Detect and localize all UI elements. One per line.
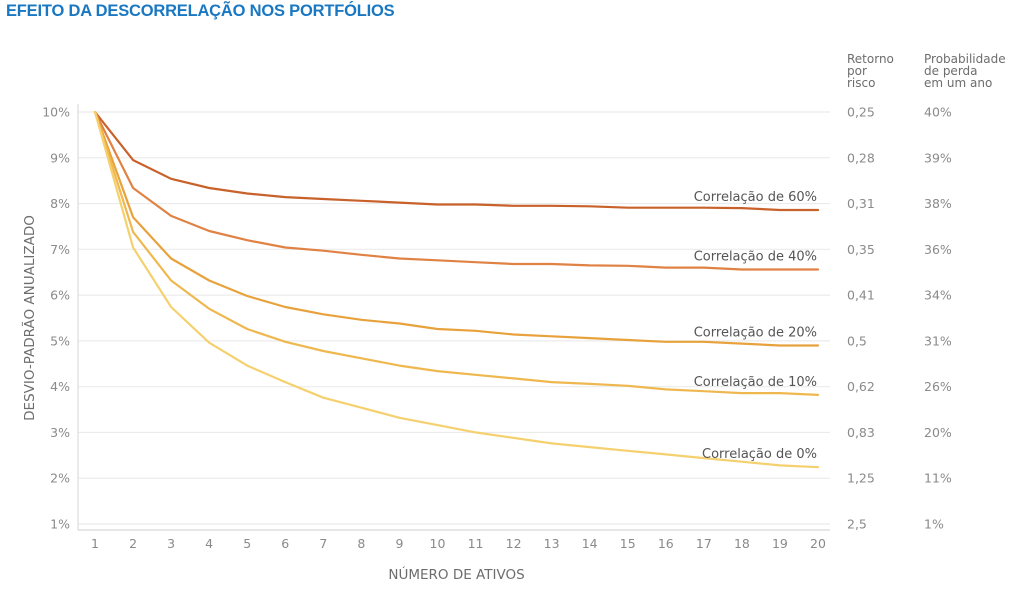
x-tick-label: 6: [281, 536, 289, 551]
secondary-tick-label: 26%: [924, 379, 952, 394]
secondary-tick-label: 20%: [924, 425, 952, 440]
series-label: Correlação de 20%: [694, 325, 817, 340]
series-line-1: [93, 110, 820, 271]
secondary-tick-label: 40%: [924, 105, 952, 120]
series-line-2: [93, 110, 820, 347]
x-tick-label: 9: [395, 536, 403, 551]
series-lines: [93, 110, 820, 469]
series-label: Correlação de 40%: [694, 249, 817, 264]
secondary-tick-label: 31%: [924, 333, 952, 348]
gridlines: [78, 111, 830, 525]
secondary-axis-header: em um ano: [924, 76, 992, 90]
y-tick-label: 2%: [50, 471, 70, 486]
secondary-tick-label: 1,25: [847, 471, 875, 486]
y-tick-label: 4%: [50, 379, 70, 394]
y-tick-label: 9%: [50, 150, 70, 165]
secondary-tick-label: 0,5: [847, 333, 867, 348]
secondary-tick-label: 0,35: [847, 242, 875, 257]
series-line-3: [93, 110, 820, 396]
x-tick-label: 15: [620, 536, 636, 551]
y-tick-label: 7%: [50, 242, 70, 257]
x-tick-label: 12: [506, 536, 522, 551]
x-tick-label: 10: [430, 536, 446, 551]
series-labels: Correlação de 60% Correlação de 40% Correl…: [694, 190, 817, 462]
x-tick-label: 2: [129, 536, 137, 551]
y-tick-label: 10%: [42, 105, 70, 120]
secondary-axis-header: por: [847, 64, 867, 78]
y-axis-ticks: 10% 9% 8% 7% 6% 5% 4% 3% 2% 1%: [42, 105, 70, 532]
secondary-axis-header: Probabilidade: [924, 52, 1006, 66]
x-tick-label: 8: [357, 536, 365, 551]
series-label: Correlação de 10%: [694, 375, 817, 390]
series-line-4: [93, 110, 820, 469]
secondary-axis-header: Retorno: [847, 52, 894, 66]
secondary-tick-label: 36%: [924, 242, 952, 257]
secondary-tick-label: 0,31: [847, 196, 875, 211]
secondary-tick-label: 38%: [924, 196, 952, 211]
secondary-tick-label: 1%: [924, 517, 944, 532]
y-axis-label: DESVIO-PADRÃO ANUALIZADO: [21, 215, 38, 421]
y-tick-label: 1%: [50, 517, 70, 532]
x-tick-label: 14: [582, 536, 598, 551]
secondary-tick-label: 0,28: [847, 150, 875, 165]
x-tick-label: 17: [696, 536, 712, 551]
x-tick-label: 18: [734, 536, 750, 551]
x-tick-label: 5: [243, 536, 251, 551]
secondary-tick-label: 39%: [924, 150, 952, 165]
secondary-tick-label: 0,83: [847, 425, 875, 440]
x-tick-label: 1: [91, 536, 99, 551]
secondary-tick-label: 0,41: [847, 288, 875, 303]
x-axis-label: NÚMERO DE ATIVOS: [388, 565, 524, 583]
y-tick-label: 5%: [50, 333, 70, 348]
x-tick-label: 11: [468, 536, 484, 551]
x-tick-label: 16: [658, 536, 674, 551]
secondary-tick-label: 11%: [924, 471, 952, 486]
chart-title: EFEITO DA DESCORRELAÇÃO NOS PORTFÓLIOS: [6, 2, 395, 20]
secondary-axis-header: de perda: [924, 64, 978, 78]
secondary-tick-label: 0,25: [847, 105, 875, 120]
axes: [77, 104, 830, 531]
y-tick-label: 8%: [50, 196, 70, 211]
y-tick-label: 3%: [50, 425, 70, 440]
series-line-0: [93, 110, 820, 212]
secondary-tick-label: 0,62: [847, 379, 875, 394]
x-tick-label: 19: [772, 536, 788, 551]
x-tick-label: 4: [205, 536, 213, 551]
x-tick-label: 7: [319, 536, 327, 551]
series-label: Correlação de 60%: [694, 190, 817, 205]
secondary-tick-label: 34%: [924, 288, 952, 303]
secondary-axis-header: risco: [847, 76, 875, 90]
y-tick-label: 6%: [50, 288, 70, 303]
x-tick-label: 3: [167, 536, 175, 551]
secondary-tick-label: 2,5: [847, 517, 867, 532]
series-label: Correlação de 0%: [702, 447, 817, 462]
x-axis-ticks: 1 2 3 4 5 6 7 8 9 10 11 12 13 14 15 16 17 18 19 20: [91, 536, 826, 551]
x-tick-label: 20: [810, 536, 826, 551]
x-tick-label: 13: [544, 536, 560, 551]
